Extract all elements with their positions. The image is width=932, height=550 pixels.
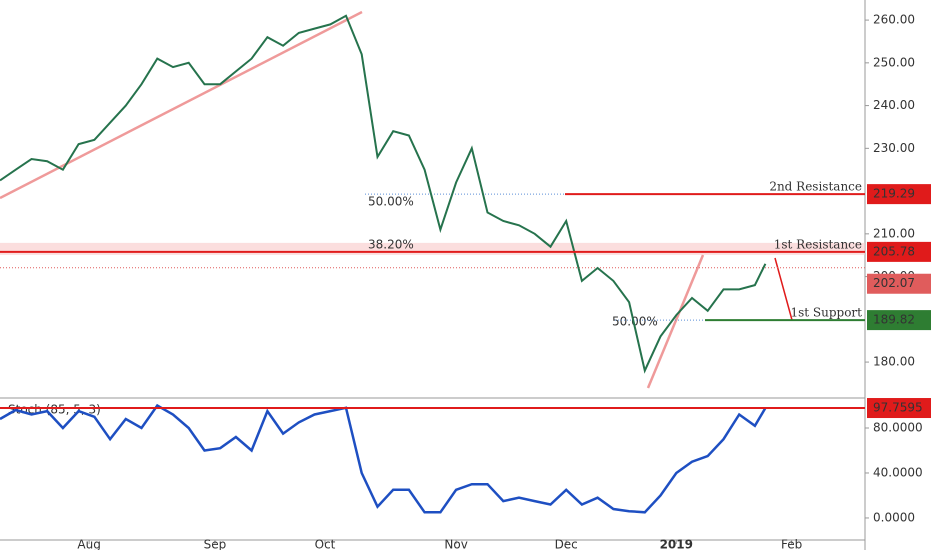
y-tick-label: 0.0000	[873, 510, 915, 524]
projection-arrow	[774, 257, 793, 321]
stoch-value-label: 97.7595	[873, 401, 923, 415]
trend-arrow	[646, 254, 705, 389]
x-tick-label: Oct	[315, 538, 336, 550]
y-tick-label: 250.00	[873, 55, 915, 69]
level-price-box	[867, 184, 931, 205]
fib-label: 50.00%	[368, 195, 414, 209]
x-tick-label: Sep	[204, 538, 227, 550]
y-tick-label: 240.00	[873, 98, 915, 112]
series-line	[0, 14, 767, 374]
level-name: 1st Resistance	[774, 237, 862, 251]
x-tick-label: Feb	[781, 538, 802, 550]
level-price-label: 205.78	[873, 244, 915, 258]
fib-label: 38.20%	[368, 237, 414, 251]
y-tick-label: 230.00	[873, 141, 915, 155]
level-price-box	[867, 310, 931, 331]
level-name: 1st Support	[790, 306, 862, 320]
x-tick-label: 2019	[660, 538, 693, 550]
level-price-box	[867, 241, 931, 262]
stoch-value-box	[867, 398, 931, 419]
y-tick-label: 260.00	[873, 13, 915, 27]
y-tick-label: 180.00	[873, 355, 915, 369]
last-price-box	[867, 273, 931, 294]
series-line	[0, 403, 767, 514]
level-price-label: 219.29	[873, 187, 915, 201]
x-tick-label: Dec	[555, 538, 578, 550]
trend-arrow	[0, 10, 363, 200]
y-tick-label: 210.00	[873, 226, 915, 240]
resistance-zone	[0, 242, 865, 255]
y-tick-label: 40.0000	[873, 465, 923, 479]
x-tick-label: Nov	[444, 538, 467, 550]
y-tick-label: 80.0000	[873, 421, 923, 435]
level-price-label: 189.82	[873, 313, 915, 327]
fib-label: 50.00%	[612, 315, 658, 329]
last-price-label: 202.07	[873, 276, 915, 290]
level-name: 2nd Resistance	[769, 180, 862, 194]
x-tick-label: Aug	[77, 538, 100, 550]
